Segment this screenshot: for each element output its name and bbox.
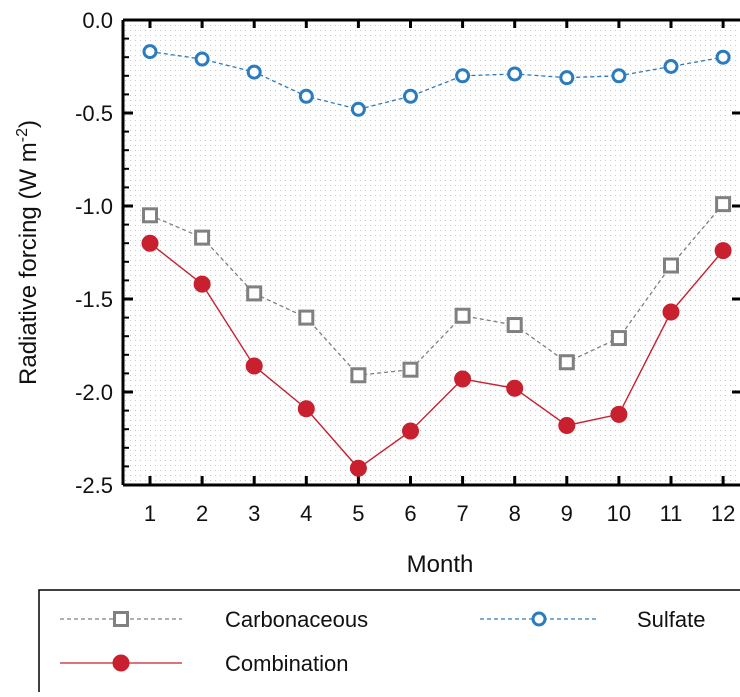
plot-area <box>123 20 740 485</box>
series-combination <box>141 234 732 477</box>
data-point-marker <box>402 361 419 378</box>
series-line-carbonaceous <box>149 203 724 376</box>
data-point-marker <box>531 611 547 627</box>
y-axis-title-end: ) <box>15 120 42 128</box>
legend-item-sulfate: Sulfate <box>480 607 706 632</box>
data-point-marker <box>142 207 158 224</box>
y-tick-label: -0.5 <box>75 101 113 126</box>
data-point-marker <box>455 68 471 84</box>
data-point-marker <box>350 367 367 384</box>
x-tick-label: 7 <box>456 501 468 526</box>
y-tick-label: -1.5 <box>75 287 113 312</box>
y-tick-label: -1.0 <box>75 194 113 219</box>
y-axis-title-superscript: -2 <box>14 128 31 142</box>
data-point-marker <box>402 422 419 440</box>
data-point-marker <box>714 242 732 260</box>
x-tick-label: 5 <box>352 501 364 526</box>
legend-item-carbonaceous: Carbonaceous <box>60 607 368 632</box>
data-point-marker <box>246 64 262 80</box>
data-point-marker <box>298 88 314 104</box>
data-point-marker <box>610 405 628 423</box>
x-tick-label: 2 <box>196 501 208 526</box>
data-point-marker <box>298 309 315 326</box>
data-point-marker <box>194 51 210 67</box>
data-point-marker <box>611 68 627 84</box>
data-point-marker <box>663 59 679 74</box>
data-point-marker <box>506 379 524 397</box>
x-tick-label: 4 <box>300 501 312 526</box>
data-point-marker <box>350 101 366 117</box>
x-tick-label: 1 <box>144 501 156 526</box>
data-point-marker <box>297 400 315 418</box>
legend-box <box>38 589 740 697</box>
x-tick-label: 8 <box>509 501 521 526</box>
data-point-marker <box>663 257 679 274</box>
data-point-marker <box>141 234 159 252</box>
data-point-marker <box>610 330 627 347</box>
legend-item-combination: Combination <box>60 651 349 676</box>
data-point-marker <box>559 70 575 86</box>
data-point-marker <box>193 275 211 293</box>
series-sulfate <box>142 44 731 117</box>
x-tick-label: 11 <box>660 501 683 526</box>
x-tick-label: 3 <box>248 501 260 526</box>
series-carbonaceous <box>142 196 732 384</box>
x-tick-label: 6 <box>404 501 416 526</box>
series-line-combination <box>149 242 724 470</box>
y-axis-title: Radiative forcing (W m-2) <box>14 120 42 385</box>
legend-label-sulfate: Sulfate <box>637 607 706 632</box>
data-point-marker <box>715 49 731 65</box>
legend: Carbonaceous Sulfate Combination <box>38 589 740 697</box>
data-point-marker <box>454 370 472 388</box>
data-point-marker <box>246 285 263 302</box>
data-point-marker <box>245 357 263 375</box>
y-tick-label: -2.0 <box>75 380 113 405</box>
data-point-marker <box>558 416 576 434</box>
data-point-marker <box>715 196 732 213</box>
data-point-marker <box>558 354 575 371</box>
data-point-marker <box>403 88 418 104</box>
x-tick-label: 10 <box>607 501 631 526</box>
data-point-marker <box>454 307 471 324</box>
data-point-marker <box>112 654 130 672</box>
legend-label-carbonaceous: Carbonaceous <box>225 607 368 632</box>
y-axis-title-main: Radiative forcing (W m <box>15 142 42 385</box>
series-line-sulfate <box>149 50 724 110</box>
legend-label-combination: Combination <box>225 651 349 676</box>
data-point-marker <box>349 459 367 477</box>
data-point-marker <box>662 303 680 321</box>
x-tick-label: 9 <box>561 501 573 526</box>
data-point-marker <box>194 229 211 246</box>
x-axis-title: Month <box>407 551 474 578</box>
y-tick-label: -2.5 <box>75 473 113 498</box>
data-point-marker <box>113 611 129 627</box>
svg-text:Radiative forcing (W m-2): Radiative forcing (W m-2) <box>14 120 42 385</box>
data-point-marker <box>506 317 523 334</box>
axis-ticks: 0.0-0.5-1.0-1.5-2.0-2.51 2 3 4 5 6 7 8 9 10 11 12 <box>75 8 740 526</box>
y-tick-label: 0.0 <box>82 8 113 33</box>
data-point-marker <box>507 66 523 82</box>
data-point-marker <box>142 44 158 60</box>
x-tick-label: 12 <box>711 501 735 526</box>
series-layer <box>141 44 732 477</box>
